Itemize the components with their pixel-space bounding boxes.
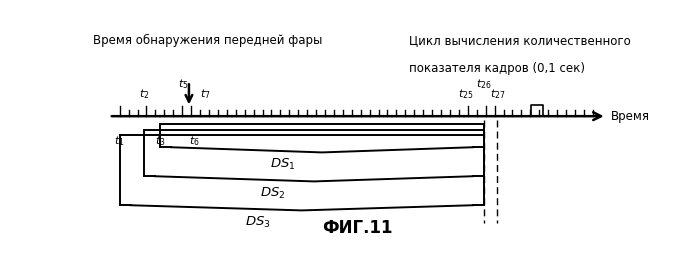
Text: $t_{26}$: $t_{26}$ <box>476 77 491 91</box>
Text: $t_{25}$: $t_{25}$ <box>458 87 474 101</box>
Text: ФИГ.11: ФИГ.11 <box>322 219 393 237</box>
Text: $DS_1$: $DS_1$ <box>270 157 296 172</box>
Text: Цикл вычисления количественного: Цикл вычисления количественного <box>409 34 631 47</box>
Text: $t_{27}$: $t_{27}$ <box>489 87 505 101</box>
Text: $t_1$: $t_1$ <box>114 134 125 148</box>
Text: $t_7$: $t_7$ <box>200 87 211 101</box>
Text: Время обнаружения передней фары: Время обнаружения передней фары <box>93 34 322 47</box>
Text: Время: Время <box>611 110 650 123</box>
Text: $t_6$: $t_6$ <box>189 134 200 148</box>
Text: $t_2$: $t_2$ <box>139 87 149 101</box>
Text: показателя кадров (0,1 сек): показателя кадров (0,1 сек) <box>409 62 585 75</box>
Text: $t_5$: $t_5$ <box>178 77 189 91</box>
Text: $DS_3$: $DS_3$ <box>245 215 271 230</box>
Text: $t_3$: $t_3$ <box>155 134 165 148</box>
Text: $DS_2$: $DS_2$ <box>260 186 286 201</box>
